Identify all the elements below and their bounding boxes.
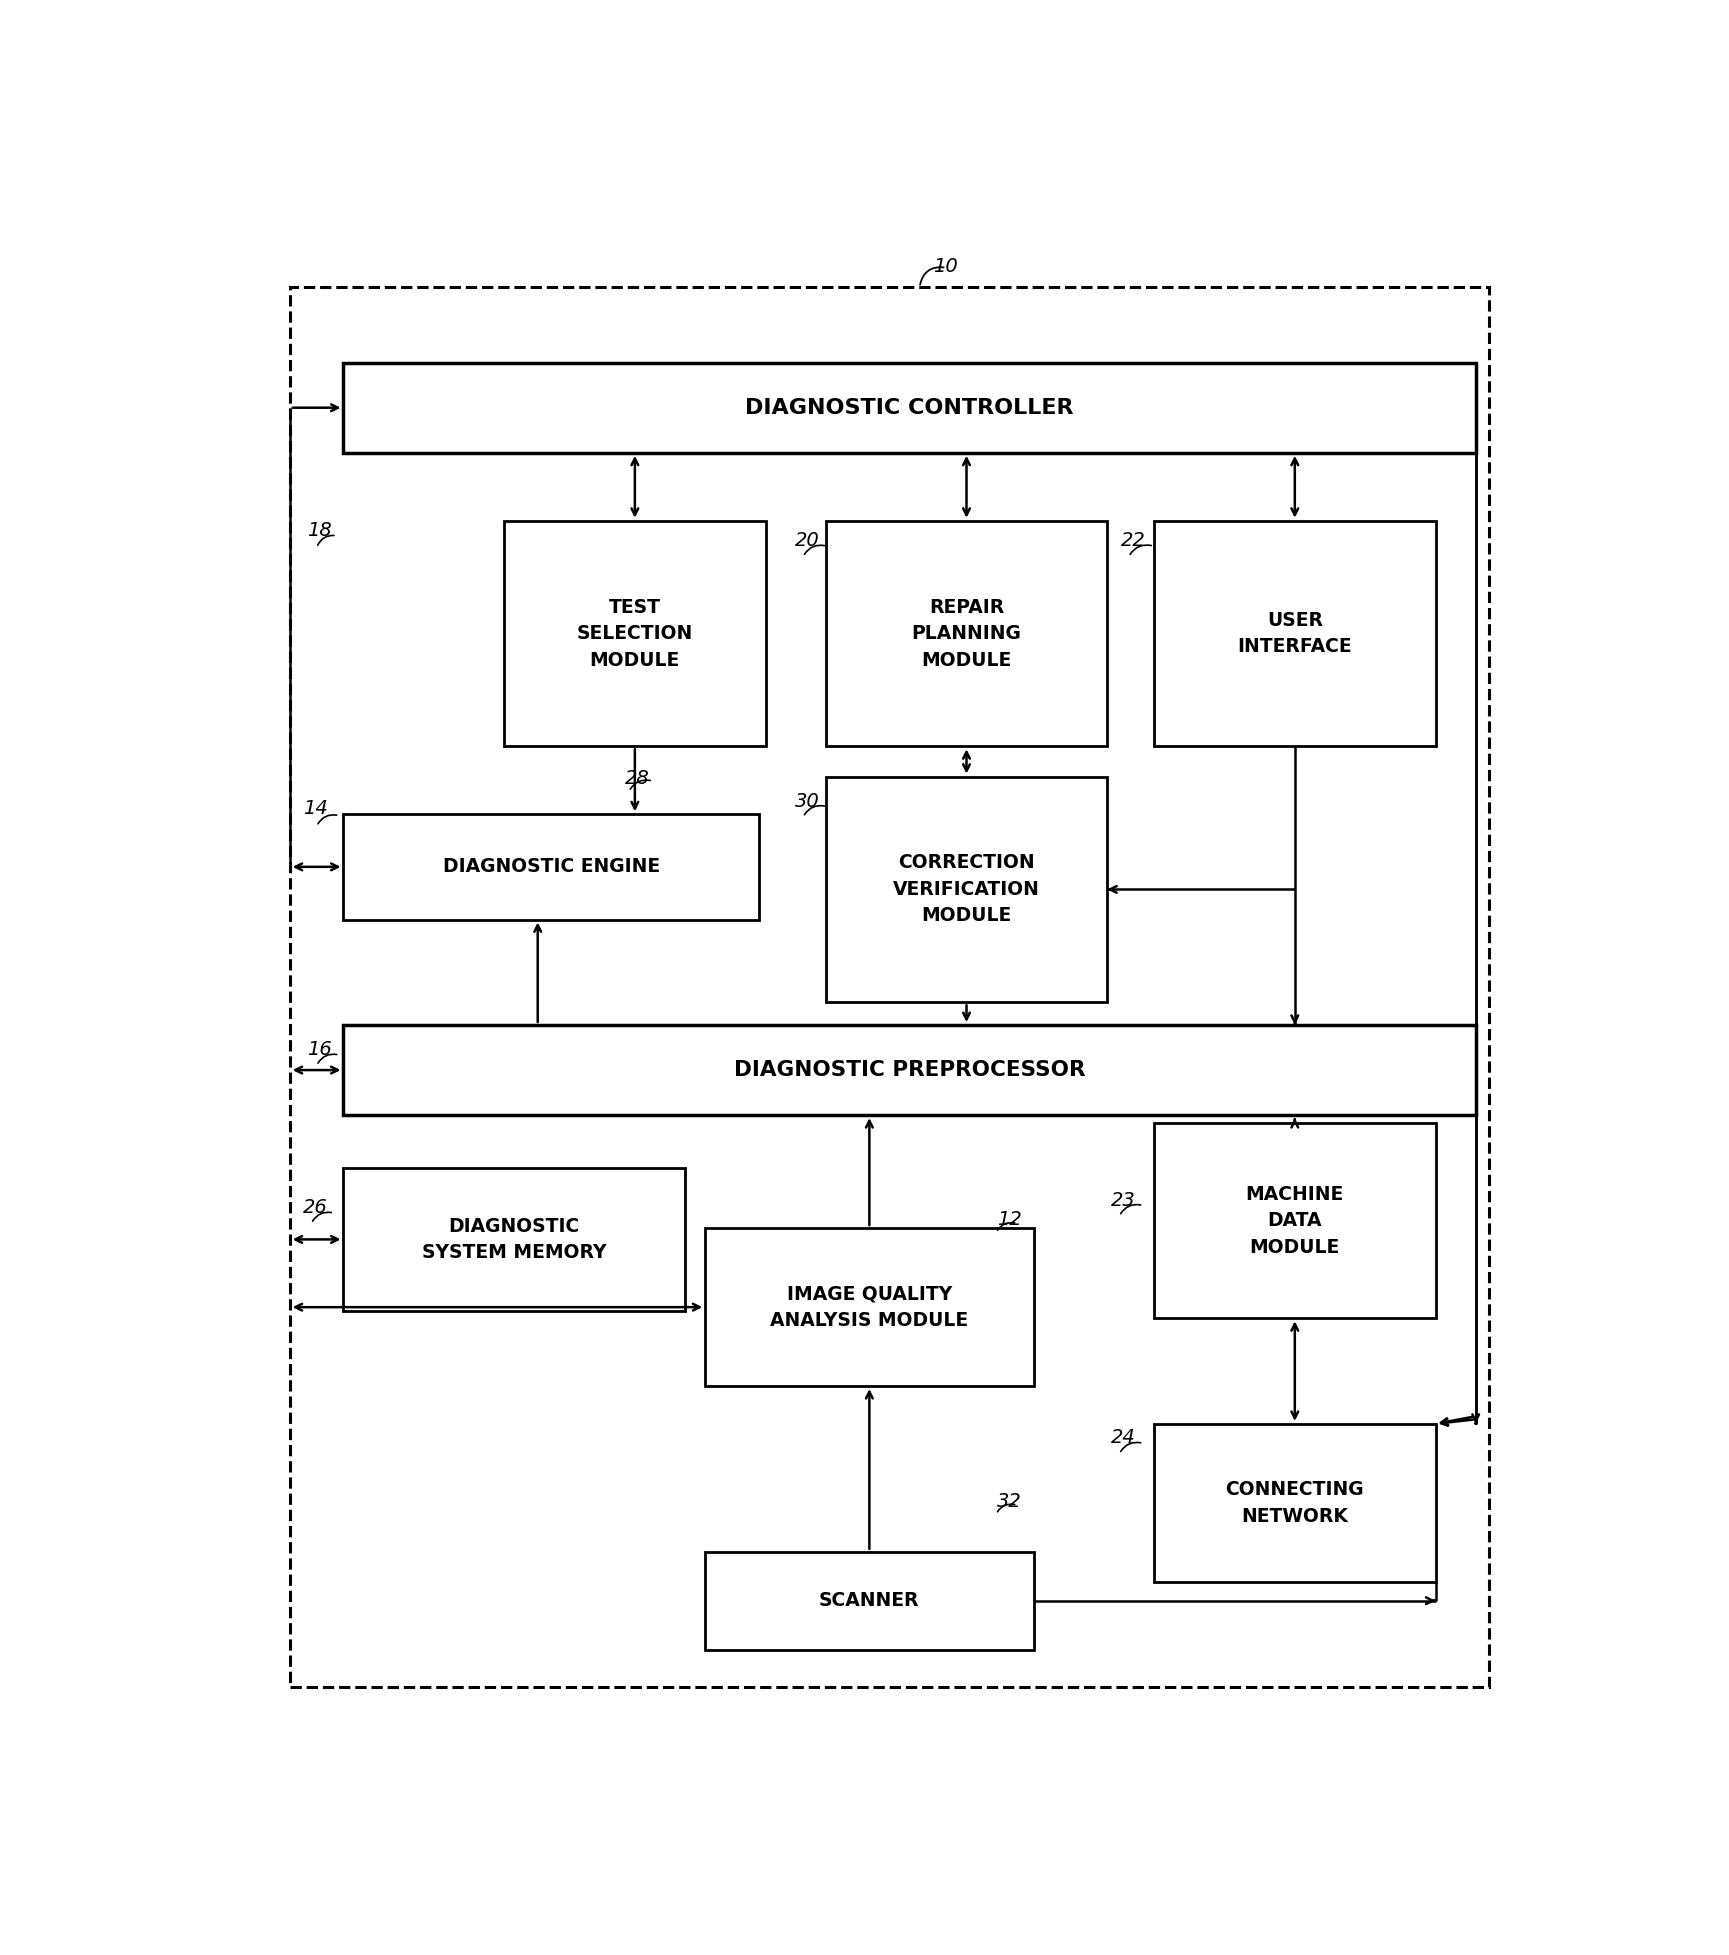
Text: MACHINE
DATA
MODULE: MACHINE DATA MODULE	[1245, 1185, 1343, 1257]
Text: 28: 28	[624, 768, 650, 788]
Text: DIAGNOSTIC PREPROCESSOR: DIAGNOSTIC PREPROCESSOR	[733, 1060, 1086, 1079]
Text: 26: 26	[303, 1198, 329, 1218]
Text: REPAIR
PLANNING
MODULE: REPAIR PLANNING MODULE	[911, 598, 1022, 669]
Text: 30: 30	[795, 792, 820, 811]
Bar	[705, 1228, 1034, 1386]
Text: CONNECTING
NETWORK: CONNECTING NETWORK	[1226, 1480, 1364, 1525]
Text: 14: 14	[303, 800, 329, 817]
Bar	[505, 520, 766, 747]
Text: TEST
SELECTION
MODULE: TEST SELECTION MODULE	[577, 598, 693, 669]
Text: CORRECTION
VERIFICATION
MODULE: CORRECTION VERIFICATION MODULE	[894, 854, 1039, 925]
Bar	[705, 1552, 1034, 1650]
Text: SCANNER: SCANNER	[820, 1591, 920, 1611]
Bar	[344, 813, 759, 919]
Text: 22: 22	[1120, 532, 1145, 549]
Bar	[344, 362, 1477, 454]
Text: DIAGNOSTIC ENGINE: DIAGNOSTIC ENGINE	[443, 858, 660, 876]
Text: 23: 23	[1112, 1191, 1136, 1210]
Text: 20: 20	[795, 532, 820, 549]
Bar	[344, 1024, 1477, 1114]
Text: DIAGNOSTIC
SYSTEM MEMORY: DIAGNOSTIC SYSTEM MEMORY	[422, 1216, 607, 1263]
Text: 10: 10	[934, 258, 958, 276]
Bar	[826, 776, 1107, 1003]
Text: 12: 12	[998, 1210, 1022, 1230]
Bar	[826, 520, 1107, 747]
Bar	[344, 1167, 685, 1312]
Bar	[1155, 1122, 1435, 1318]
Text: DIAGNOSTIC CONTROLLER: DIAGNOSTIC CONTROLLER	[745, 397, 1074, 418]
Text: 32: 32	[998, 1492, 1022, 1511]
Text: 16: 16	[308, 1040, 332, 1060]
Bar	[290, 287, 1489, 1687]
Bar	[1155, 520, 1435, 747]
Text: 24: 24	[1112, 1429, 1136, 1447]
Text: USER
INTERFACE: USER INTERFACE	[1238, 610, 1352, 657]
Text: 18: 18	[308, 520, 332, 540]
Text: IMAGE QUALITY
ANALYSIS MODULE: IMAGE QUALITY ANALYSIS MODULE	[771, 1284, 968, 1329]
Bar	[1155, 1423, 1435, 1582]
